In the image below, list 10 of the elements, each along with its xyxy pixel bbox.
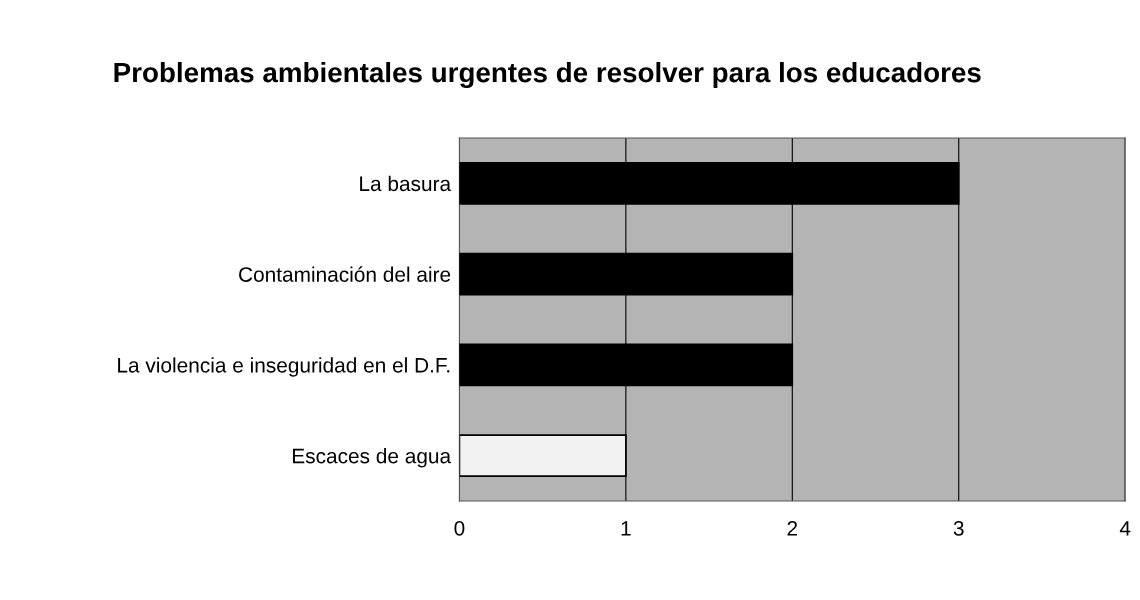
x-tick-label: 3 (953, 520, 964, 536)
x-tick-label: 1 (621, 521, 631, 536)
y-tick-label: Escaces de agua (292, 448, 452, 468)
y-tick-label: Contaminación del aire (239, 266, 451, 282)
chart-title: Problemas ambientales urgentes de resolver para los educadores (114, 61, 981, 89)
x-tick-label: 2 (787, 520, 798, 536)
y-tick-label: La violencia e inseguridad en el D.F. (118, 357, 450, 377)
y-tick-label: La basura (360, 175, 452, 192)
x-tick-label: 4 (1119, 521, 1131, 536)
x-tick-label: 0 (454, 520, 465, 536)
